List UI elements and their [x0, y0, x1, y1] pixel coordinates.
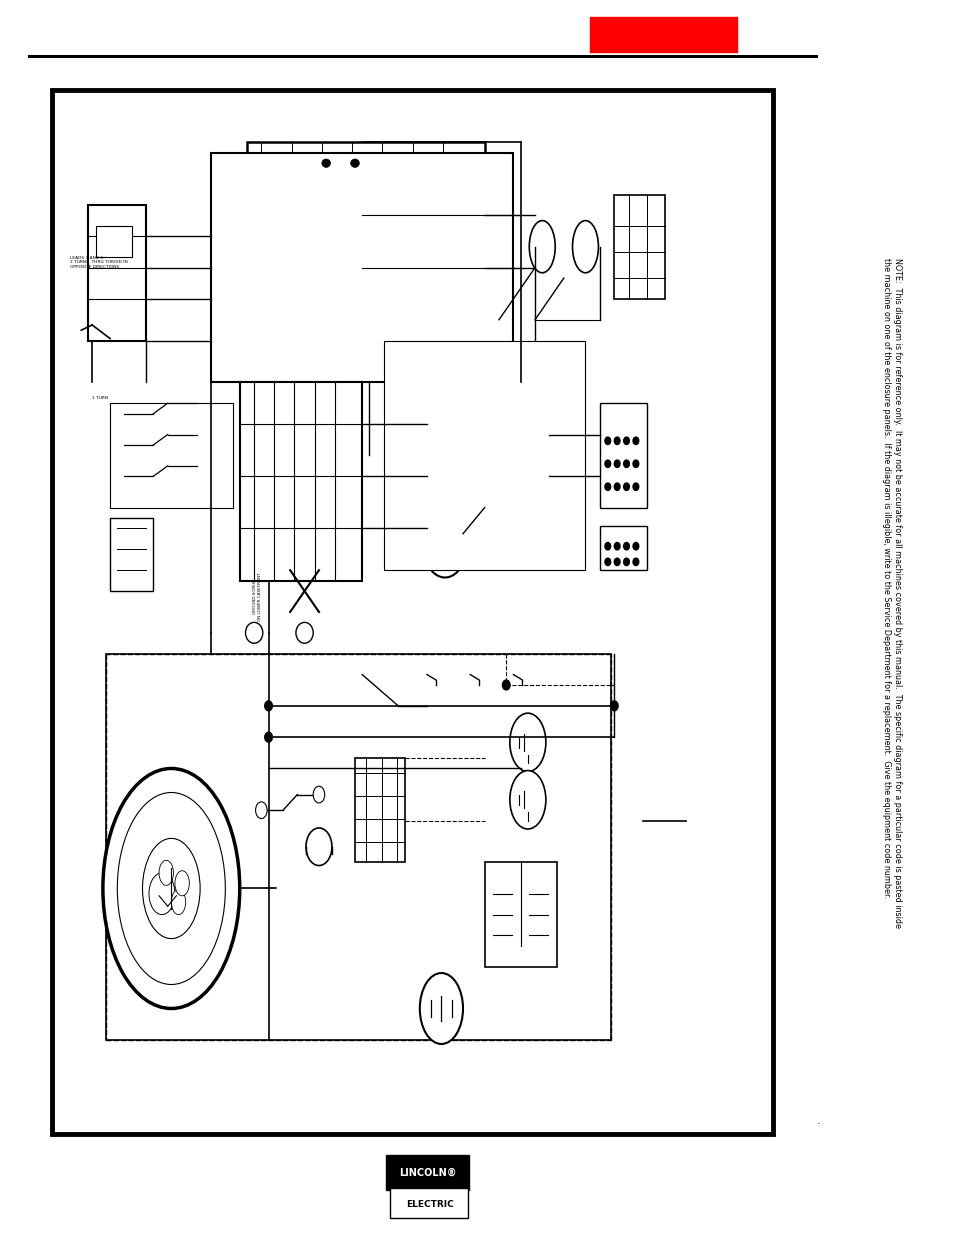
- Circle shape: [633, 558, 639, 566]
- Bar: [355, 758, 405, 862]
- Bar: [326, 163, 441, 278]
- Bar: [107, 653, 610, 1040]
- Text: 1 TURN: 1 TURN: [92, 396, 108, 400]
- Bar: [614, 195, 664, 299]
- Ellipse shape: [419, 490, 470, 578]
- Ellipse shape: [117, 793, 225, 984]
- Bar: [110, 403, 233, 508]
- Ellipse shape: [351, 159, 359, 168]
- Circle shape: [614, 542, 619, 550]
- Bar: [386, 1155, 469, 1191]
- Circle shape: [604, 483, 610, 490]
- Circle shape: [604, 542, 610, 550]
- Bar: [247, 142, 484, 320]
- Bar: [211, 153, 513, 383]
- Ellipse shape: [245, 622, 262, 643]
- Circle shape: [623, 437, 629, 445]
- Ellipse shape: [149, 873, 174, 915]
- Circle shape: [623, 558, 629, 566]
- Bar: [383, 341, 585, 571]
- Ellipse shape: [529, 221, 555, 273]
- Text: LEADS 3 AND 6
2 TURNS  THRU TOROID IN
OPPOSITE DIRECTIONS: LEADS 3 AND 6 2 TURNS THRU TOROID IN OPP…: [71, 256, 128, 269]
- Circle shape: [264, 701, 273, 711]
- Bar: [239, 383, 362, 580]
- Ellipse shape: [313, 787, 324, 803]
- Bar: [589, 17, 737, 52]
- Circle shape: [610, 701, 618, 711]
- Text: ELECTRIC: ELECTRIC: [406, 1199, 454, 1209]
- Ellipse shape: [509, 713, 545, 772]
- Ellipse shape: [255, 802, 267, 819]
- Bar: [599, 526, 646, 571]
- Ellipse shape: [515, 446, 533, 464]
- Ellipse shape: [306, 827, 332, 866]
- Circle shape: [604, 558, 610, 566]
- Bar: [599, 403, 646, 508]
- Text: .: .: [816, 1116, 820, 1126]
- Bar: [110, 517, 153, 592]
- Ellipse shape: [103, 768, 239, 1009]
- Ellipse shape: [142, 839, 200, 939]
- Ellipse shape: [159, 861, 173, 885]
- Circle shape: [623, 483, 629, 490]
- Text: GROUND SCREW
ON LOWER CASEFRONT: GROUND SCREW ON LOWER CASEFRONT: [253, 572, 262, 621]
- Circle shape: [614, 461, 619, 468]
- Circle shape: [604, 437, 610, 445]
- Ellipse shape: [174, 871, 189, 895]
- Bar: [390, 1188, 468, 1218]
- Circle shape: [633, 483, 639, 490]
- Bar: [484, 862, 557, 967]
- Circle shape: [633, 437, 639, 445]
- Bar: [95, 226, 132, 257]
- Circle shape: [502, 680, 510, 690]
- Ellipse shape: [443, 446, 460, 464]
- Circle shape: [623, 542, 629, 550]
- Circle shape: [264, 732, 273, 742]
- Circle shape: [633, 461, 639, 468]
- Text: NOTE:  This diagram is for reference only.  It may not be accurate for all machi: NOTE: This diagram is for reference only…: [882, 258, 901, 927]
- Ellipse shape: [172, 889, 186, 915]
- Bar: [89, 205, 146, 341]
- Ellipse shape: [321, 159, 330, 168]
- Text: LINCOLN®: LINCOLN®: [398, 1167, 456, 1178]
- Bar: [498, 383, 549, 477]
- Circle shape: [614, 483, 619, 490]
- Bar: [427, 383, 476, 477]
- Ellipse shape: [509, 771, 545, 829]
- Circle shape: [604, 461, 610, 468]
- Circle shape: [633, 542, 639, 550]
- Ellipse shape: [572, 221, 598, 273]
- Circle shape: [614, 437, 619, 445]
- Circle shape: [623, 461, 629, 468]
- Ellipse shape: [295, 622, 313, 643]
- Circle shape: [614, 558, 619, 566]
- Ellipse shape: [419, 973, 462, 1044]
- Bar: [52, 90, 772, 1134]
